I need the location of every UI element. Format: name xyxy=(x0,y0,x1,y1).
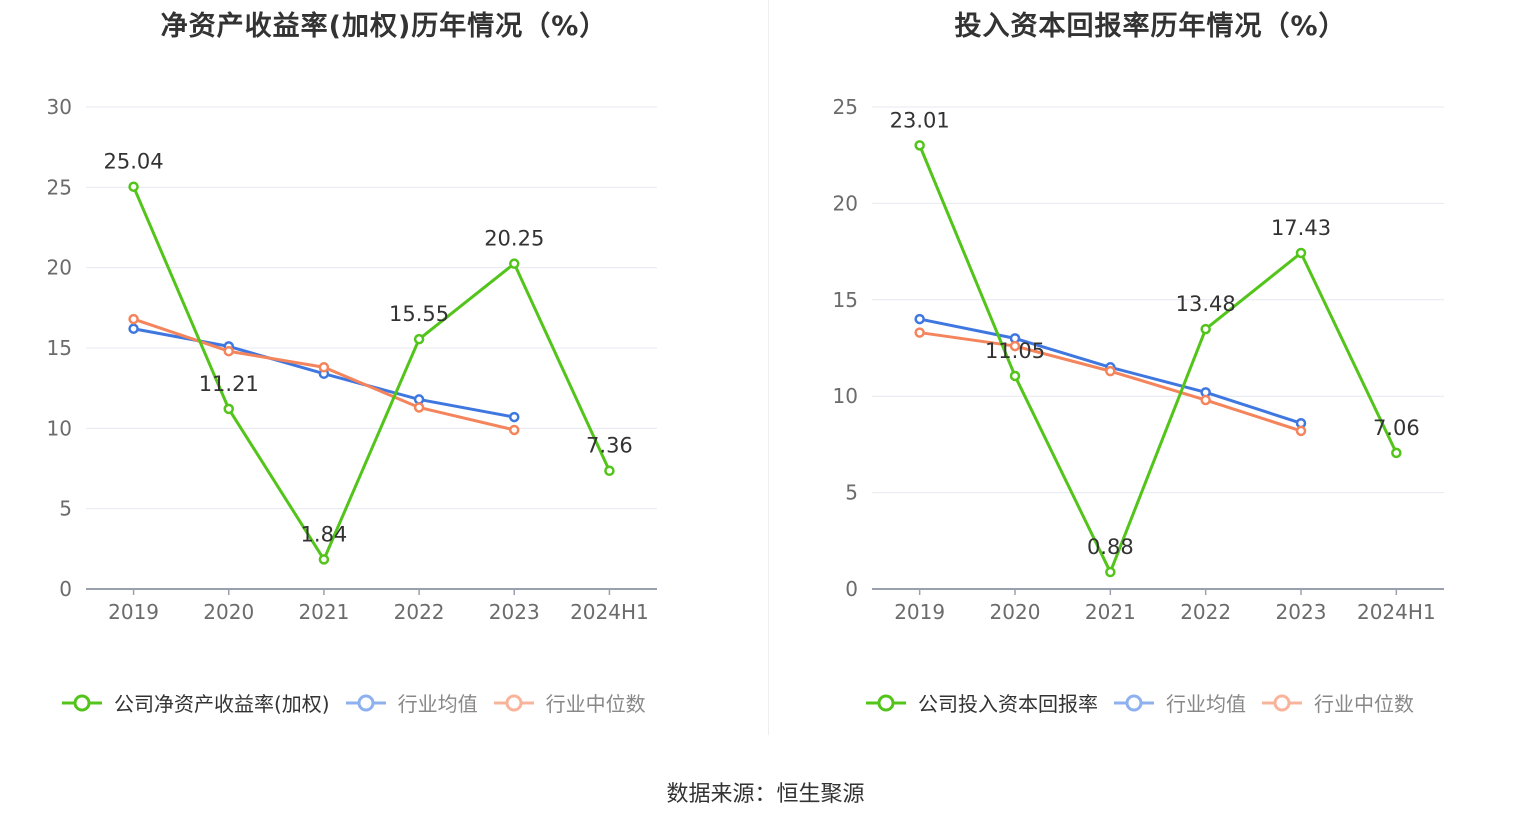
legend-marker-industry-median-icon xyxy=(1262,694,1302,711)
data-point-industry_avg[interactable] xyxy=(914,313,925,325)
y-tick-label: 15 xyxy=(833,288,858,312)
x-tick-label: 2021 xyxy=(298,600,349,624)
legend-item-company[interactable]: 公司净资产收益率(加权) xyxy=(60,688,330,717)
data-point-company[interactable] xyxy=(509,258,520,269)
y-tick-label: 0 xyxy=(845,577,858,601)
data-point-company[interactable] xyxy=(413,333,425,345)
data-source-note: 数据来源：恒生聚源 xyxy=(666,782,865,807)
data-point-company[interactable] xyxy=(1200,323,1211,335)
y-tick-label: 10 xyxy=(833,384,858,408)
data-point-industry_median[interactable] xyxy=(509,424,520,436)
legend-item-industry-avg[interactable]: 行业均值 xyxy=(1112,688,1246,717)
roe-chart-panel: 净资产收益率(加权)历年情况（%） 0 5 10 15 20 25 30 2019 2020 20… xyxy=(0,0,768,740)
data-label: 23.01 xyxy=(890,108,950,132)
data-point-company[interactable] xyxy=(1105,566,1116,578)
data-point-industry_median[interactable] xyxy=(318,362,330,373)
legend-label-company: 公司净资产收益率(加权) xyxy=(114,692,330,716)
legend-label-industry-avg: 行业均值 xyxy=(1166,692,1246,716)
roic-chart-legend: 公司投入资本回报率 行业均值 行业中位数 xyxy=(864,688,1414,717)
data-label: 11.05 xyxy=(985,339,1045,363)
legend-item-company[interactable]: 公司投入资本回报率 xyxy=(864,688,1098,717)
series-line-industry_median xyxy=(919,331,1302,433)
roe-chart-plot: 0 5 10 15 20 25 30 2019 2020 2021 2022 2023 2024H1 25… xyxy=(47,95,657,624)
data-point-company[interactable] xyxy=(1391,447,1402,459)
data-point-industry_median[interactable] xyxy=(1009,340,1021,352)
roe-chart-legend: 公司净资产收益率(加权) 行业均值 行业中位数 xyxy=(60,688,646,717)
x-tick-label: 2021 xyxy=(1085,600,1136,624)
x-tick-label: 2024H1 xyxy=(1357,600,1436,624)
data-point-company[interactable] xyxy=(1295,247,1307,259)
y-tick-label: 20 xyxy=(47,256,72,280)
y-tick-label: 20 xyxy=(833,191,858,215)
data-point-industry_median[interactable] xyxy=(128,313,139,325)
x-tick-label: 2020 xyxy=(990,600,1041,624)
legend-marker-industry-avg-icon xyxy=(1114,694,1154,711)
x-tick-label: 2024H1 xyxy=(570,600,649,624)
x-tick-label: 2022 xyxy=(1180,600,1231,624)
data-point-industry_median[interactable] xyxy=(1200,394,1211,406)
y-tick-label: 5 xyxy=(59,497,72,521)
x-tick-label: 2019 xyxy=(108,600,159,624)
x-tick-label: 2023 xyxy=(489,600,540,624)
data-point-industry_median[interactable] xyxy=(914,327,925,338)
legend-marker-industry-median-icon xyxy=(493,694,534,711)
data-point-industry_median[interactable] xyxy=(1295,425,1307,437)
data-point-industry_median[interactable] xyxy=(1105,365,1116,377)
legend-item-industry-median[interactable]: 行业中位数 xyxy=(492,688,646,717)
legend-label-company: 公司投入资本回报率 xyxy=(918,692,1098,716)
x-tick-label: 2022 xyxy=(394,600,445,624)
x-tick-label: 2023 xyxy=(1276,600,1327,624)
data-label: 7.36 xyxy=(586,434,633,458)
series-line-company xyxy=(918,144,1398,574)
x-tick-label: 2019 xyxy=(894,600,945,624)
data-label: 20.25 xyxy=(484,227,544,251)
y-tick-label: 25 xyxy=(833,95,858,119)
panel-divider xyxy=(768,0,769,735)
legend-marker-company-icon xyxy=(866,694,906,711)
data-point-industry_avg[interactable] xyxy=(128,323,139,334)
legend-marker-industry-avg-icon xyxy=(345,694,386,711)
legend-label-industry-median: 行业中位数 xyxy=(545,692,646,716)
y-tick-label: 0 xyxy=(59,577,72,601)
data-point-company[interactable] xyxy=(318,554,330,565)
data-label: 13.48 xyxy=(1176,292,1236,316)
data-point-company[interactable] xyxy=(128,181,139,192)
data-point-company[interactable] xyxy=(604,465,615,476)
data-point-company[interactable] xyxy=(1009,370,1021,382)
data-label: 25.04 xyxy=(104,150,164,174)
y-tick-label: 5 xyxy=(845,481,858,505)
data-point-industry_median[interactable] xyxy=(223,345,234,357)
data-point-industry_avg[interactable] xyxy=(509,411,520,423)
data-label: 11.21 xyxy=(199,372,259,396)
series-line-company xyxy=(132,186,611,561)
data-label: 17.43 xyxy=(1271,216,1331,240)
roic-chart-plot: 0 5 10 15 20 25 2019 2020 2021 2022 2023 2024H1 23.0… xyxy=(833,95,1444,624)
legend-item-industry-median[interactable]: 行业中位数 xyxy=(1260,688,1414,717)
legend-marker-company-icon xyxy=(62,694,102,711)
data-label: 7.06 xyxy=(1373,416,1420,440)
y-tick-label: 25 xyxy=(47,175,72,199)
legend-item-industry-avg[interactable]: 行业均值 xyxy=(344,688,478,717)
chart-title: 净资产收益率(加权)历年情况（%） xyxy=(160,11,608,42)
legend-label-industry-avg: 行业均值 xyxy=(397,692,478,716)
chart-title: 投入资本回报率历年情况（%） xyxy=(954,11,1347,42)
y-tick-label: 15 xyxy=(47,336,72,360)
y-tick-label: 30 xyxy=(47,95,72,119)
data-point-company[interactable] xyxy=(223,403,234,415)
data-label: 15.55 xyxy=(389,302,449,326)
roic-chart-panel: 投入资本回报率历年情况（%） 0 5 10 15 20 25 2019 2020 2021 202… xyxy=(770,0,1531,740)
y-tick-label: 10 xyxy=(47,416,72,440)
data-label: 1.84 xyxy=(301,522,348,546)
legend-label-industry-median: 行业中位数 xyxy=(1314,692,1414,716)
x-tick-label: 2020 xyxy=(203,600,254,624)
data-label: 0.88 xyxy=(1087,535,1134,559)
data-point-company[interactable] xyxy=(914,140,925,151)
data-point-industry_median[interactable] xyxy=(413,402,425,413)
